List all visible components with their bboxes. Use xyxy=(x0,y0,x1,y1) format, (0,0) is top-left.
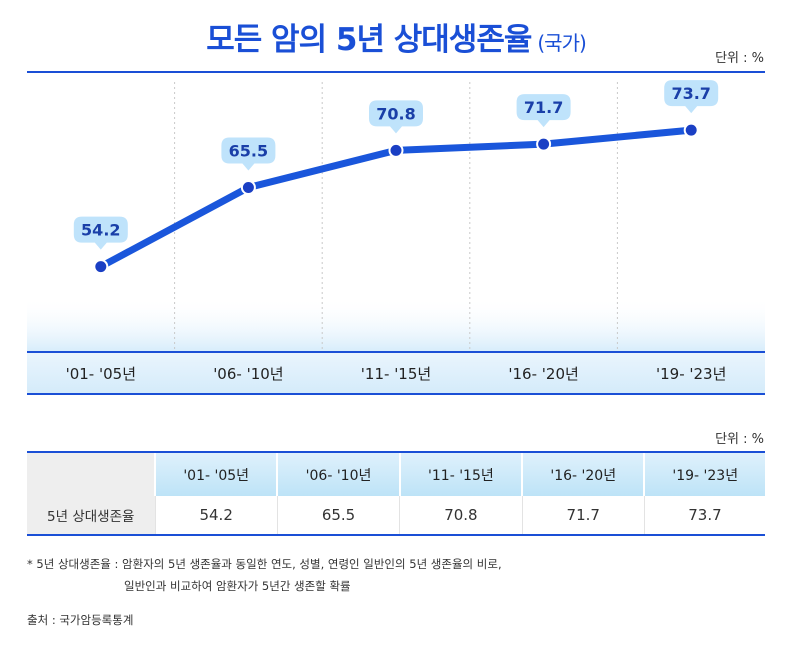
survival-data-table: '01- '05년 '06- '10년 '11- '15년 '16- '20년 … xyxy=(27,451,765,536)
table-header-cell: '19- '23년 xyxy=(643,451,765,496)
x-tick-label: '19- '23년 xyxy=(656,365,726,383)
x-tick-label: '11- '15년 xyxy=(361,365,431,383)
data-point xyxy=(240,180,256,195)
survival-line-chart: '01- '05년 '06- '10년 '11- '15년 '16- '20년 '19-… xyxy=(27,80,765,395)
x-tick-label: '16- '20년 xyxy=(508,365,578,383)
x-tick-label: '06- '10년 xyxy=(213,365,283,383)
data-label: 54.2 xyxy=(81,221,120,240)
table-header-cell: '06- '10년 xyxy=(276,451,400,496)
footnote-line-2: 일반인과 비교하여 암환자가 5년간 생존할 확률 xyxy=(124,579,351,593)
footnote-line-1: * 5년 상대생존율 : 암환자의 5년 생존율과 동일한 연도, 성별, 연령… xyxy=(27,557,502,571)
table-row: 5년 상대생존율 54.2 65.5 70.8 71.7 73.7 xyxy=(27,496,765,536)
table-unit-label: 단위 : % xyxy=(715,432,764,447)
data-label: 73.7 xyxy=(671,84,710,103)
footnote: * 5년 상대생존율 : 암환자의 5년 생존율과 동일한 연도, 성별, 연령… xyxy=(27,553,502,597)
x-tick-labels: '01- '05년 '06- '10년 '11- '15년 '16- '20년 '19-… xyxy=(66,365,727,383)
table-cell: 73.7 xyxy=(643,496,765,536)
table-cell: 70.8 xyxy=(399,496,523,536)
data-point xyxy=(683,122,699,138)
data-labels: 54.2 65.5 70.8 71.7 73.7 xyxy=(73,80,719,250)
plot-fade-background xyxy=(27,297,765,352)
title-main: 모든 암의 5년 상대생존율 xyxy=(206,22,532,58)
data-label: 70.8 xyxy=(376,104,415,123)
table-row-label: 5년 상대생존율 xyxy=(27,496,155,536)
table-cell: 71.7 xyxy=(521,496,645,536)
source-note: 출처 : 국가암등록통계 xyxy=(27,613,134,627)
data-label: 65.5 xyxy=(229,142,268,161)
data-label-bubble xyxy=(369,100,423,134)
table-header-cell: '01- '05년 xyxy=(153,451,278,496)
table-header-cell: '11- '15년 xyxy=(398,451,523,496)
chart-top-divider xyxy=(27,71,765,73)
data-point xyxy=(536,136,552,152)
data-label-bubble xyxy=(664,80,719,114)
table-cell: 54.2 xyxy=(154,496,278,536)
page-title: 모든 암의 5년 상대생존율 (국가) xyxy=(0,14,792,59)
x-tick-label: '01- '05년 xyxy=(66,365,136,383)
chart-unit-label: 단위 : % xyxy=(715,51,764,66)
table-corner-cell xyxy=(27,451,155,496)
grid-lines xyxy=(174,82,618,394)
title-sub: (국가) xyxy=(537,31,586,55)
table-header-cell: '16- '20년 xyxy=(521,451,645,496)
data-label-bubble xyxy=(516,94,571,128)
data-label-bubble xyxy=(221,137,276,171)
data-label-bubble xyxy=(73,216,128,250)
data-label: 71.7 xyxy=(524,98,563,117)
x-axis-band xyxy=(27,352,765,394)
series-points xyxy=(93,122,699,275)
table-header-row: '01- '05년 '06- '10년 '11- '15년 '16- '20년 … xyxy=(27,451,765,496)
table-cell: 65.5 xyxy=(276,496,400,536)
data-point xyxy=(93,259,109,275)
data-point xyxy=(388,142,404,158)
